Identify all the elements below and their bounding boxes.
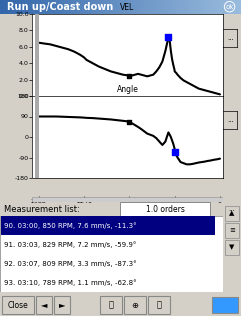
Point: [127, 120, 131, 125]
Bar: [225, 223, 239, 238]
Text: ...: ...: [227, 35, 234, 41]
Text: 92. 03:07, 809 RPM, 3.3 mm/s, -87.3°: 92. 03:07, 809 RPM, 3.3 mm/s, -87.3°: [5, 260, 137, 267]
Text: ◄: ◄: [41, 301, 47, 309]
Bar: [100, 296, 122, 314]
Text: 91. 03:03, 829 RPM, 7.2 mm/s, -59.9°: 91. 03:03, 829 RPM, 7.2 mm/s, -59.9°: [5, 241, 137, 248]
Text: ok: ok: [225, 4, 234, 10]
Text: 📊: 📊: [108, 301, 114, 309]
Text: Run up/Coast down: Run up/Coast down: [7, 2, 114, 12]
Text: 1.0 orders: 1.0 orders: [146, 205, 184, 214]
Text: ▲: ▲: [229, 210, 235, 216]
Text: Measurement list:: Measurement list:: [5, 205, 80, 214]
Point: [173, 149, 177, 154]
Bar: [148, 296, 170, 314]
Bar: [225, 206, 239, 221]
Point: [127, 73, 131, 78]
Text: ⊕: ⊕: [132, 301, 139, 309]
Bar: [124, 296, 146, 314]
Text: ▼: ▼: [229, 244, 235, 250]
Text: ...: ...: [227, 117, 234, 123]
Bar: [2, 296, 34, 314]
Text: VEL: VEL: [120, 3, 135, 12]
Bar: [1, 216, 215, 234]
Point: [167, 34, 170, 40]
Text: ...: ...: [229, 206, 235, 212]
Text: ≡: ≡: [229, 227, 235, 233]
Bar: [120, 203, 210, 217]
Text: Angle: Angle: [117, 85, 138, 94]
Bar: [34, 96, 39, 178]
Bar: [0, 216, 223, 292]
Text: 90. 03:00, 850 RPM, 7.6 mm/s, -11.3°: 90. 03:00, 850 RPM, 7.6 mm/s, -11.3°: [5, 222, 137, 229]
Text: 📈: 📈: [156, 301, 161, 309]
Bar: [212, 297, 238, 313]
Bar: [54, 296, 70, 314]
Bar: [34, 14, 39, 96]
Bar: [225, 240, 239, 255]
Text: 93. 03:10, 789 RPM, 1.1 mm/s, -62.8°: 93. 03:10, 789 RPM, 1.1 mm/s, -62.8°: [5, 279, 137, 286]
Text: ►: ►: [59, 301, 65, 309]
Bar: [36, 296, 52, 314]
Text: Close: Close: [8, 301, 28, 309]
